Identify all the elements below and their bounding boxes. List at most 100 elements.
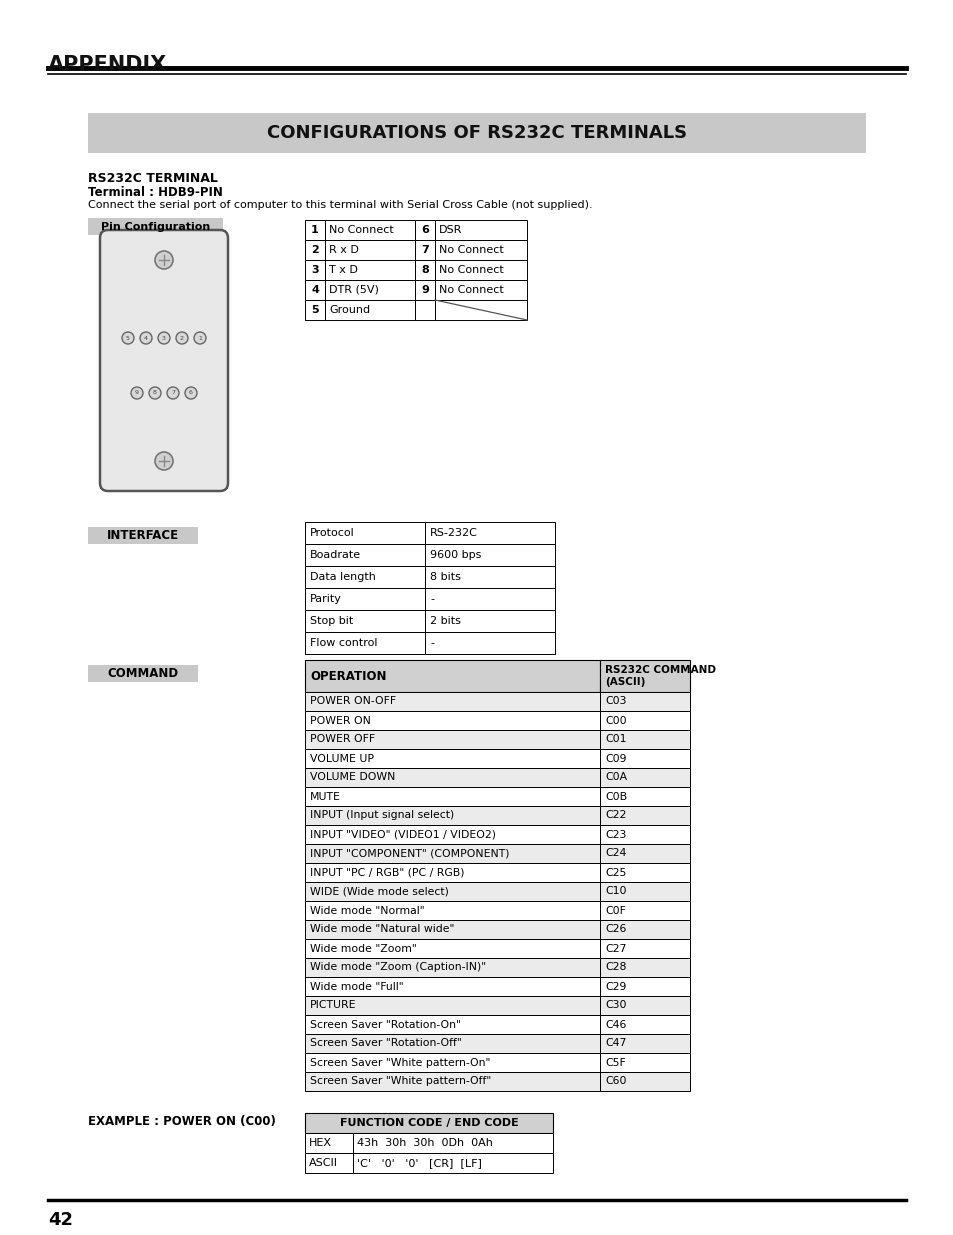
Text: Protocol: Protocol [310, 529, 355, 538]
Bar [325, 220, 415, 240]
Bar [435, 240, 526, 261]
Bar [424, 522, 555, 543]
Bar [599, 825, 689, 844]
Bar [415, 261, 435, 280]
Bar [88, 527, 198, 543]
Text: RS232C TERMINAL: RS232C TERMINAL [88, 172, 217, 185]
Circle shape [140, 332, 152, 345]
Text: -: - [430, 638, 434, 648]
Text: C24: C24 [604, 848, 626, 858]
Bar [599, 659, 689, 692]
Text: C0B: C0B [604, 792, 626, 802]
Circle shape [149, 387, 161, 399]
Text: 9: 9 [420, 285, 429, 295]
Bar [325, 280, 415, 300]
Text: RS-232C: RS-232C [430, 529, 477, 538]
Text: Terminal : HDB9-PIN: Terminal : HDB9-PIN [88, 186, 223, 199]
Bar [599, 748, 689, 768]
Text: DTR (5V): DTR (5V) [329, 285, 378, 295]
Text: MUTE: MUTE [310, 792, 340, 802]
Bar [305, 787, 599, 806]
Text: EXAMPLE : POWER ON (C00): EXAMPLE : POWER ON (C00) [88, 1114, 275, 1128]
Bar [305, 566, 424, 588]
Bar [599, 882, 689, 902]
Bar [305, 261, 325, 280]
Bar [305, 1132, 353, 1153]
Bar [88, 112, 865, 153]
Text: Pin Configuration: Pin Configuration [101, 221, 210, 231]
Bar [424, 543, 555, 566]
Text: C5F: C5F [604, 1057, 625, 1067]
Text: Wide mode "Natural wide": Wide mode "Natural wide" [310, 925, 454, 935]
Bar [599, 730, 689, 748]
Text: Screen Saver "White pattern-Off": Screen Saver "White pattern-Off" [310, 1077, 491, 1087]
Bar [415, 220, 435, 240]
Bar [599, 1053, 689, 1072]
Text: C28: C28 [604, 962, 626, 972]
Text: POWER ON: POWER ON [310, 715, 371, 725]
Text: 8: 8 [152, 390, 157, 395]
Text: Wide mode "Normal": Wide mode "Normal" [310, 905, 424, 915]
Bar [305, 220, 325, 240]
Bar [424, 610, 555, 632]
Bar [305, 958, 599, 977]
Bar [599, 787, 689, 806]
Bar [599, 1034, 689, 1053]
Text: Connect the serial port of computer to this terminal with Serial Cross Cable (no: Connect the serial port of computer to t… [88, 200, 592, 210]
Bar [305, 863, 599, 882]
Bar [305, 920, 599, 939]
Circle shape [131, 387, 143, 399]
Text: 2: 2 [311, 245, 318, 254]
Bar [353, 1132, 553, 1153]
Bar [435, 220, 526, 240]
Bar [305, 632, 424, 655]
Circle shape [158, 332, 170, 345]
Text: 7: 7 [171, 390, 174, 395]
Text: C29: C29 [604, 982, 626, 992]
Text: CONFIGURATIONS OF RS232C TERMINALS: CONFIGURATIONS OF RS232C TERMINALS [267, 124, 686, 142]
Text: RS232C COMMAND
(ASCII): RS232C COMMAND (ASCII) [604, 666, 716, 687]
Text: C00: C00 [604, 715, 626, 725]
Bar [599, 863, 689, 882]
Bar [305, 1015, 599, 1034]
Text: C10: C10 [604, 887, 626, 897]
Text: 5: 5 [311, 305, 318, 315]
Text: 4: 4 [311, 285, 318, 295]
Bar [599, 844, 689, 863]
Text: C30: C30 [604, 1000, 626, 1010]
Text: 4: 4 [144, 336, 148, 341]
Bar [599, 1072, 689, 1091]
Text: Screen Saver "Rotation-On": Screen Saver "Rotation-On" [310, 1020, 460, 1030]
Text: HEX: HEX [309, 1137, 332, 1149]
Text: INPUT (Input signal select): INPUT (Input signal select) [310, 810, 454, 820]
Bar [424, 566, 555, 588]
Bar [88, 219, 223, 235]
Text: R x D: R x D [329, 245, 358, 254]
Bar [424, 632, 555, 655]
Bar [424, 588, 555, 610]
Text: ASCII: ASCII [309, 1158, 337, 1168]
Text: 8: 8 [420, 266, 429, 275]
Text: INPUT "PC / RGB" (PC / RGB): INPUT "PC / RGB" (PC / RGB) [310, 867, 464, 878]
Bar [305, 711, 599, 730]
Text: C60: C60 [604, 1077, 626, 1087]
Text: 42: 42 [48, 1212, 73, 1229]
Circle shape [185, 387, 196, 399]
Text: Boadrate: Boadrate [310, 550, 361, 559]
Text: C46: C46 [604, 1020, 626, 1030]
Bar [599, 939, 689, 958]
Bar [305, 768, 599, 787]
Text: POWER OFF: POWER OFF [310, 735, 375, 745]
Text: 6: 6 [189, 390, 193, 395]
Text: Ground: Ground [329, 305, 370, 315]
Text: C09: C09 [604, 753, 626, 763]
Text: INPUT "VIDEO" (VIDEO1 / VIDEO2): INPUT "VIDEO" (VIDEO1 / VIDEO2) [310, 830, 496, 840]
Bar [325, 240, 415, 261]
Bar [599, 692, 689, 711]
Text: 7: 7 [420, 245, 429, 254]
Circle shape [193, 332, 206, 345]
Bar [305, 1072, 599, 1091]
Text: Flow control: Flow control [310, 638, 377, 648]
Bar [305, 1034, 599, 1053]
Text: DSR: DSR [438, 225, 462, 235]
